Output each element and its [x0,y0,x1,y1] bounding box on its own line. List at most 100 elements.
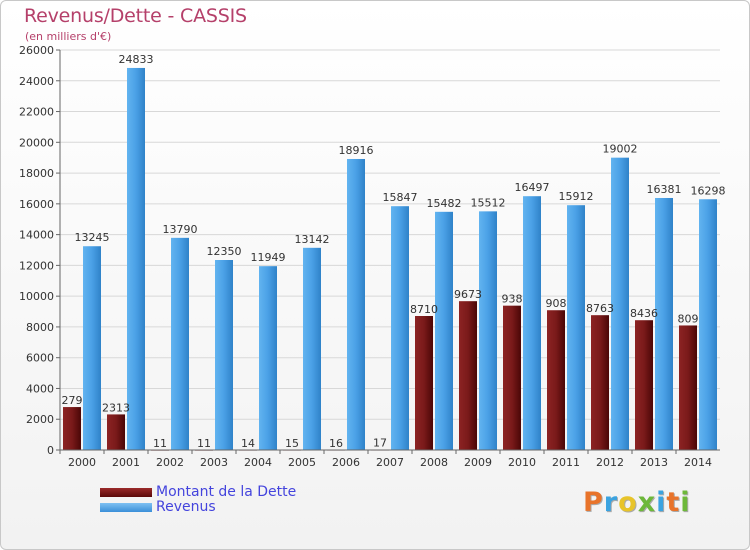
chart-legend: Montant de la Dette Revenus [100,485,296,515]
legend-label-revenue: Revenus [156,499,216,515]
bar-debt [503,305,521,450]
logo-letter: t [666,487,681,518]
logo-letter: r [603,487,619,518]
data-label-revenue: 13790 [163,223,198,236]
bar-revenue [655,197,673,450]
x-tick-label: 2006 [332,456,360,469]
bar-revenue [523,196,541,450]
legend-swatch-revenue [100,503,152,512]
bar-debt [679,325,697,450]
y-tick-label: 8000 [26,321,54,334]
logo-letter: o [618,487,638,518]
data-label-revenue: 24833 [119,53,154,66]
x-tick-label: 2004 [244,456,272,469]
bar-revenue [479,211,497,450]
y-tick-label: 0 [47,444,54,457]
x-tick-label: 2007 [376,456,404,469]
data-label-debt: 15 [285,437,299,450]
x-tick-label: 2002 [156,456,184,469]
data-label-debt: 279 [62,394,83,407]
data-label-revenue: 12350 [207,245,242,258]
y-tick-label: 12000 [19,259,54,272]
y-tick-label: 14000 [19,229,54,242]
logo-letter: i [656,487,667,518]
bar-debt [547,310,565,450]
bar-revenue [699,199,717,450]
data-label-debt: 8763 [586,302,614,315]
data-label-revenue: 15512 [471,196,506,209]
x-tick-label: 2005 [288,456,316,469]
x-tick-label: 2014 [684,456,712,469]
bar-revenue [391,206,409,450]
logo-letter: x [637,487,657,518]
legend-item-debt: Montant de la Dette [100,485,296,500]
logo-letter: P [583,487,604,518]
y-tick-label: 6000 [26,352,54,365]
bar-revenue [347,158,365,450]
chart-subtitle: (en milliers d'€) [25,30,112,43]
proxiti-logo: Proxiti [583,487,691,518]
data-label-debt: 16 [329,437,343,450]
x-tick-label: 2000 [68,456,96,469]
data-label-revenue: 16497 [515,181,550,194]
x-tick-label: 2013 [640,456,668,469]
bar-revenue [171,237,189,450]
y-tick-label: 26000 [19,44,54,57]
data-label-debt: 908 [546,297,567,310]
data-label-revenue: 15912 [559,190,594,203]
data-label-revenue: 13245 [75,231,110,244]
y-tick-label: 4000 [26,382,54,395]
bar-revenue [567,205,585,450]
data-label-revenue: 15847 [383,191,418,204]
bar-debt [591,315,609,450]
bar-debt [459,301,477,450]
data-label-debt: 8436 [630,307,658,320]
bar-debt [415,316,433,450]
x-tick-label: 2009 [464,456,492,469]
data-label-debt: 9673 [454,288,482,301]
bar-debt [107,414,125,450]
logo-letter: i [680,487,691,518]
bar-revenue [215,260,233,450]
data-label-debt: 809 [678,312,699,325]
legend-item-revenue: Revenus [100,500,296,515]
x-tick-label: 2003 [200,456,228,469]
y-tick-label: 10000 [19,290,54,303]
bar-revenue [303,247,321,450]
data-label-debt: 11 [197,437,211,450]
bar-revenue [611,157,629,450]
data-label-debt: 2313 [102,401,130,414]
x-tick-label: 2010 [508,456,536,469]
y-tick-label: 16000 [19,198,54,211]
bar-revenue [259,266,277,450]
data-label-revenue: 15482 [427,197,462,210]
data-label-debt: 938 [502,293,523,306]
x-tick-label: 2012 [596,456,624,469]
chart-title: Revenus/Dette - CASSIS [24,5,247,27]
bar-revenue [127,67,145,450]
x-tick-label: 2008 [420,456,448,469]
data-label-debt: 8710 [410,303,438,316]
x-tick-label: 2001 [112,456,140,469]
x-tick-label: 2011 [552,456,580,469]
data-label-revenue: 11949 [251,251,286,264]
y-tick-label: 2000 [26,413,54,426]
legend-swatch-debt [100,488,152,497]
data-label-revenue: 16381 [647,183,682,196]
y-tick-label: 20000 [19,136,54,149]
bar-debt [635,320,653,450]
data-label-debt: 11 [153,437,167,450]
bar-revenue [83,246,101,450]
y-tick-label: 24000 [19,75,54,88]
bar-debt [63,407,81,450]
y-tick-label: 18000 [19,167,54,180]
data-label-revenue: 13142 [295,233,330,246]
data-label-revenue: 16298 [691,184,726,197]
bar-revenue [435,211,453,450]
data-label-debt: 14 [241,437,255,450]
data-label-revenue: 19002 [603,143,638,156]
data-label-revenue: 18916 [339,144,374,157]
y-tick-label: 22000 [19,106,54,119]
legend-label-debt: Montant de la Dette [156,484,297,500]
